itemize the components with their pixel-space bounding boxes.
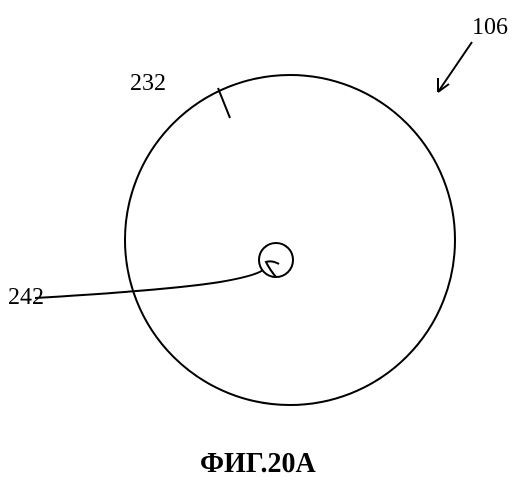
figure-svg xyxy=(0,0,525,460)
arrow-106-line xyxy=(438,42,472,92)
label-232: 232 xyxy=(130,70,166,97)
inner-circle xyxy=(259,243,293,277)
figure-caption: ФИГ.20A xyxy=(200,448,316,480)
label-106: 106 xyxy=(472,14,508,41)
outer-circle xyxy=(125,75,455,405)
label-242: 242 xyxy=(8,284,44,311)
lead-242 xyxy=(35,270,263,298)
tick-232 xyxy=(218,88,230,118)
